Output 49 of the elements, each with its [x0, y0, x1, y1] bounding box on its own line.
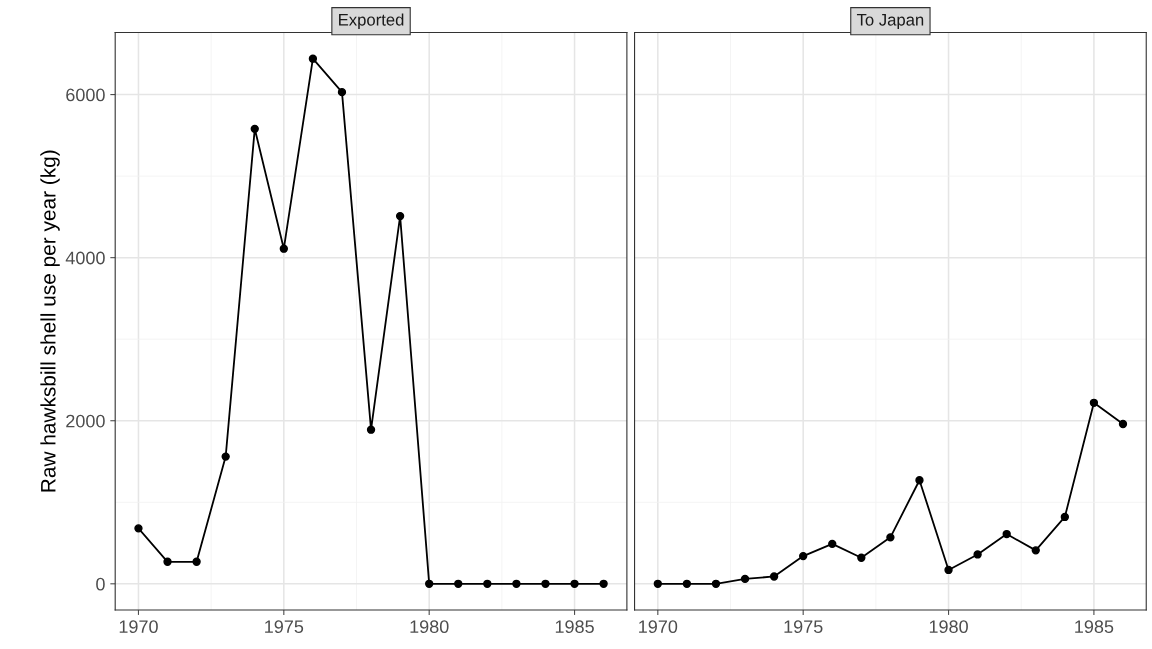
chart-title: Exported [339, 13, 404, 29]
point [857, 553, 866, 562]
point [221, 452, 230, 461]
point [425, 579, 434, 588]
point [308, 54, 318, 63]
y-tick-label: 6000 [66, 88, 105, 102]
point [395, 211, 405, 221]
point [366, 425, 376, 434]
y-tick-label: 4000 [65, 251, 105, 265]
point [337, 87, 347, 97]
x-tick-label: 1985 [555, 620, 594, 634]
point [1118, 419, 1128, 429]
point [1002, 529, 1011, 539]
x-tick-label: 1970 [119, 620, 158, 634]
point [799, 551, 808, 561]
point [653, 579, 662, 588]
point [1060, 512, 1070, 522]
x-tick-label: 1975 [265, 620, 304, 634]
point [973, 550, 982, 559]
x-tick-label: 1980 [410, 620, 449, 634]
point [134, 524, 143, 533]
point [279, 244, 288, 253]
point [828, 539, 837, 549]
point [915, 476, 924, 485]
point [483, 579, 492, 588]
point [769, 572, 779, 581]
point [454, 579, 463, 588]
x-tick-label: 1975 [784, 620, 823, 634]
y-tick-label: 2000 [66, 414, 105, 428]
point [740, 574, 750, 584]
x-tick-label: 1985 [1075, 620, 1114, 634]
y-axis-title: Raw hawksbill shell use per year (kg) [40, 150, 60, 492]
x-tick-label: 1980 [929, 620, 968, 634]
y-tick-label: 0 [96, 577, 105, 591]
point [599, 579, 608, 588]
chart-title: To Japan [856, 14, 924, 29]
point [1089, 398, 1099, 407]
point [250, 124, 259, 133]
point [944, 565, 953, 575]
point [541, 579, 550, 588]
point [886, 533, 895, 542]
x-tick-label: 1970 [639, 620, 678, 634]
point [512, 579, 521, 588]
point [711, 579, 721, 588]
point [682, 579, 692, 588]
point [163, 557, 172, 566]
point [570, 579, 579, 588]
point [1031, 546, 1040, 555]
point [192, 557, 201, 566]
